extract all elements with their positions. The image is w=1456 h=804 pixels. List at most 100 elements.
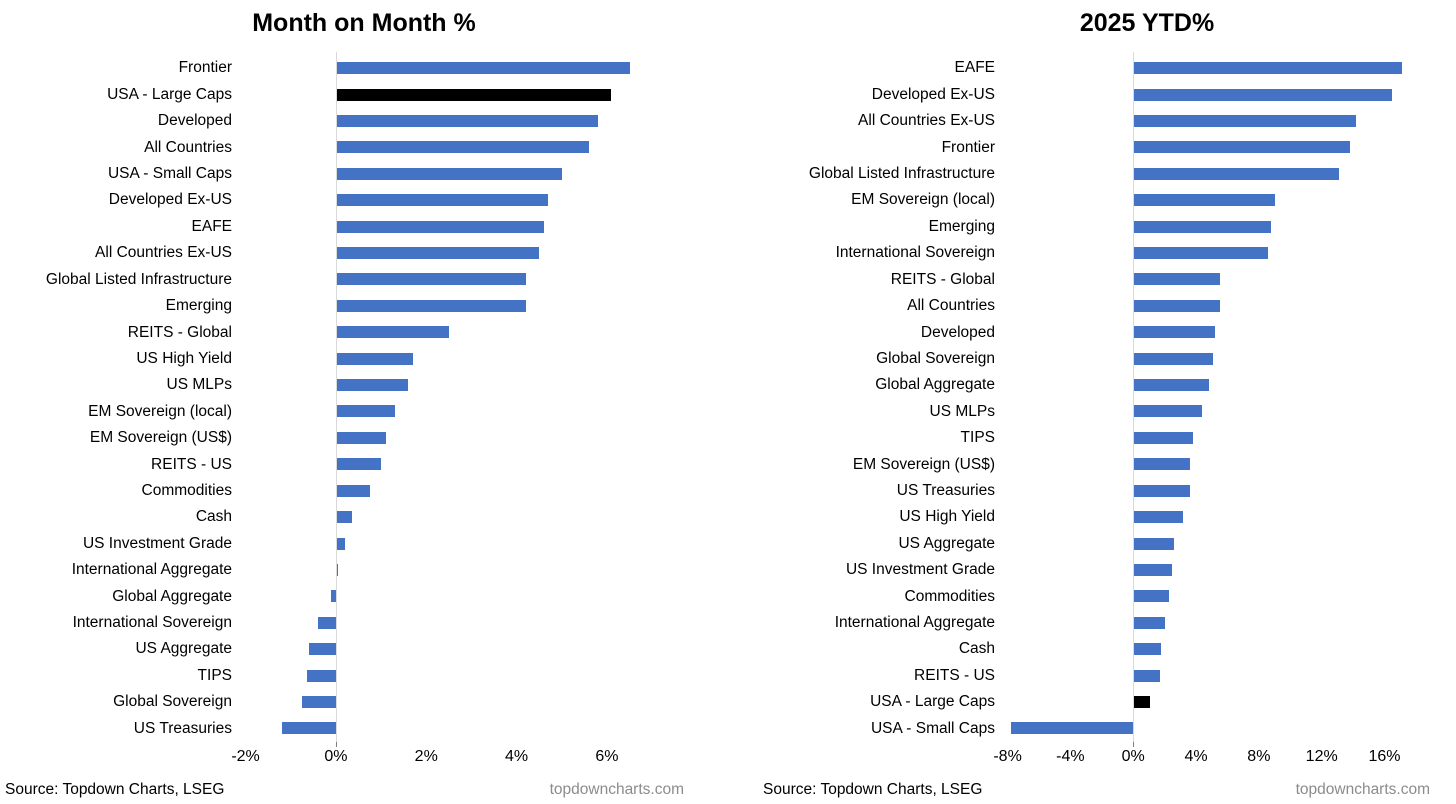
bar-frontier [1133,141,1350,154]
bar-row: USA - Small Caps [0,161,728,187]
bar-row: EAFE [0,213,728,239]
bar-row: All Countries [0,134,728,160]
bar-track [995,55,1456,81]
bar-commodities [335,484,370,497]
x-axis-tick-label: 16% [1368,747,1401,765]
chart-footer: Source: Topdown Charts, LSEG topdownchar… [0,781,728,799]
x-axis-tick-label: 8% [1247,747,1271,765]
source-note: Source: Topdown Charts, LSEG [5,780,225,798]
bar-tips [1133,431,1193,444]
bar-row: Emerging [728,213,1456,239]
source-note: Source: Topdown Charts, LSEG [763,780,983,798]
bar-track [995,557,1456,583]
bar-row: Global Aggregate [0,583,728,609]
category-label-global-listed-infrastructure: Global Listed Infrastructure [45,270,232,288]
category-label-reits-global: REITS - Global [127,323,232,341]
bar-track [232,530,728,556]
bar-track [995,293,1456,319]
bar-cash [1133,643,1162,656]
category-label-global-listed-infrastructure: Global Listed Infrastructure [808,165,995,183]
bar-em-sovereign-us [335,431,386,444]
bar-row: International Aggregate [728,610,1456,636]
bar-track [232,293,728,319]
zero-tick-mark [1133,741,1135,747]
x-axis-tick-label: 0% [324,747,348,765]
bar-em-sovereign-local [335,405,395,418]
bar-track [232,451,728,477]
x-axis-tick-label: 6% [595,747,619,765]
bar-track [232,398,728,424]
category-label-em-sovereign-us: EM Sovereign (US$) [852,455,995,473]
bar-row: USA - Large Caps [728,689,1456,715]
category-label-developed: Developed [157,112,232,130]
bar-row: Frontier [0,55,728,81]
bar-em-sovereign-local [1133,194,1275,207]
category-label-all-countries: All Countries [144,138,232,156]
bar-track [232,55,728,81]
bar-row: US MLPs [728,398,1456,424]
bar-row: US MLPs [0,372,728,398]
bar-row: Developed Ex-US [728,81,1456,107]
x-axis: -2% 0% 2% 4% 6% [0,741,728,772]
bar-row: US High Yield [728,504,1456,530]
bar-row: TIPS [728,425,1456,451]
category-label-eafe: EAFE [191,217,232,235]
bar-track [232,425,728,451]
zero-tick-mark [335,741,337,747]
bar-us-aggregate [308,643,336,656]
category-label-developed: Developed [920,323,995,341]
chart-footer: Source: Topdown Charts, LSEG topdownchar… [728,781,1456,799]
bars-region: EAFE Developed Ex-US All Countries Ex-US Fr… [728,52,1456,742]
chart-title: 2025 YTD% [1079,9,1215,37]
bar-track [232,372,728,398]
bar-track [232,636,728,662]
bar-track [995,583,1456,609]
bar-reits-us [1133,669,1160,682]
category-label-emerging: Emerging [928,217,995,235]
bar-global-sovereign [302,695,336,708]
bar-commodities [1133,590,1170,603]
bar-track [995,213,1456,239]
bar-track [232,583,728,609]
chart-title: Month on Month % [252,9,476,37]
category-label-us-aggregate: US Aggregate [135,640,232,658]
site-text: topdowncharts.com [1295,780,1430,798]
bar-reits-global [335,326,449,339]
bar-track [232,319,728,345]
bar-row: International Sovereign [728,240,1456,266]
category-label-reits-global: REITS - Global [890,270,995,288]
bar-track [995,266,1456,292]
bar-track [232,504,728,530]
bar-track [995,161,1456,187]
bar-row: Frontier [728,134,1456,160]
category-label-us-investment-grade: US Investment Grade [82,534,232,552]
bar-row: Cash [0,504,728,530]
bar-row: Global Listed Infrastructure [728,161,1456,187]
bar-track [232,161,728,187]
x-axis-tick-label: 4% [505,747,529,765]
category-label-us-mlps: US MLPs [929,402,995,420]
bar-track [995,689,1456,715]
bar-row: US Treasuries [0,715,728,741]
bar-row: EM Sovereign (local) [0,398,728,424]
bar-row: All Countries [728,293,1456,319]
category-label-frontier: Frontier [178,59,232,77]
category-label-reits-us: REITS - US [151,455,232,473]
category-label-em-sovereign-us: EM Sovereign (US$) [89,429,232,447]
bar-track [995,425,1456,451]
bar-us-high-yield [335,352,413,365]
category-label-all-countries-ex-us: All Countries Ex-US [858,112,995,130]
x-axis-tick-label: 2% [414,747,438,765]
bar-all-countries [1133,299,1220,312]
category-label-emerging: Emerging [165,297,232,315]
bar-track [995,108,1456,134]
bar-global-listed-infrastructure [335,273,526,286]
bar-eafe [335,220,544,233]
zero-axis-line [335,52,337,742]
bar-international-sovereign [317,616,336,629]
category-label-all-countries: All Countries [907,297,995,315]
bar-global-sovereign [1133,352,1214,365]
category-label-usa-large-caps: USA - Large Caps [107,85,232,103]
bar-row: EM Sovereign (local) [728,187,1456,213]
chart-2025-ytd: 2025 YTD% EAFE Developed Ex-US All Countri… [728,0,1456,804]
